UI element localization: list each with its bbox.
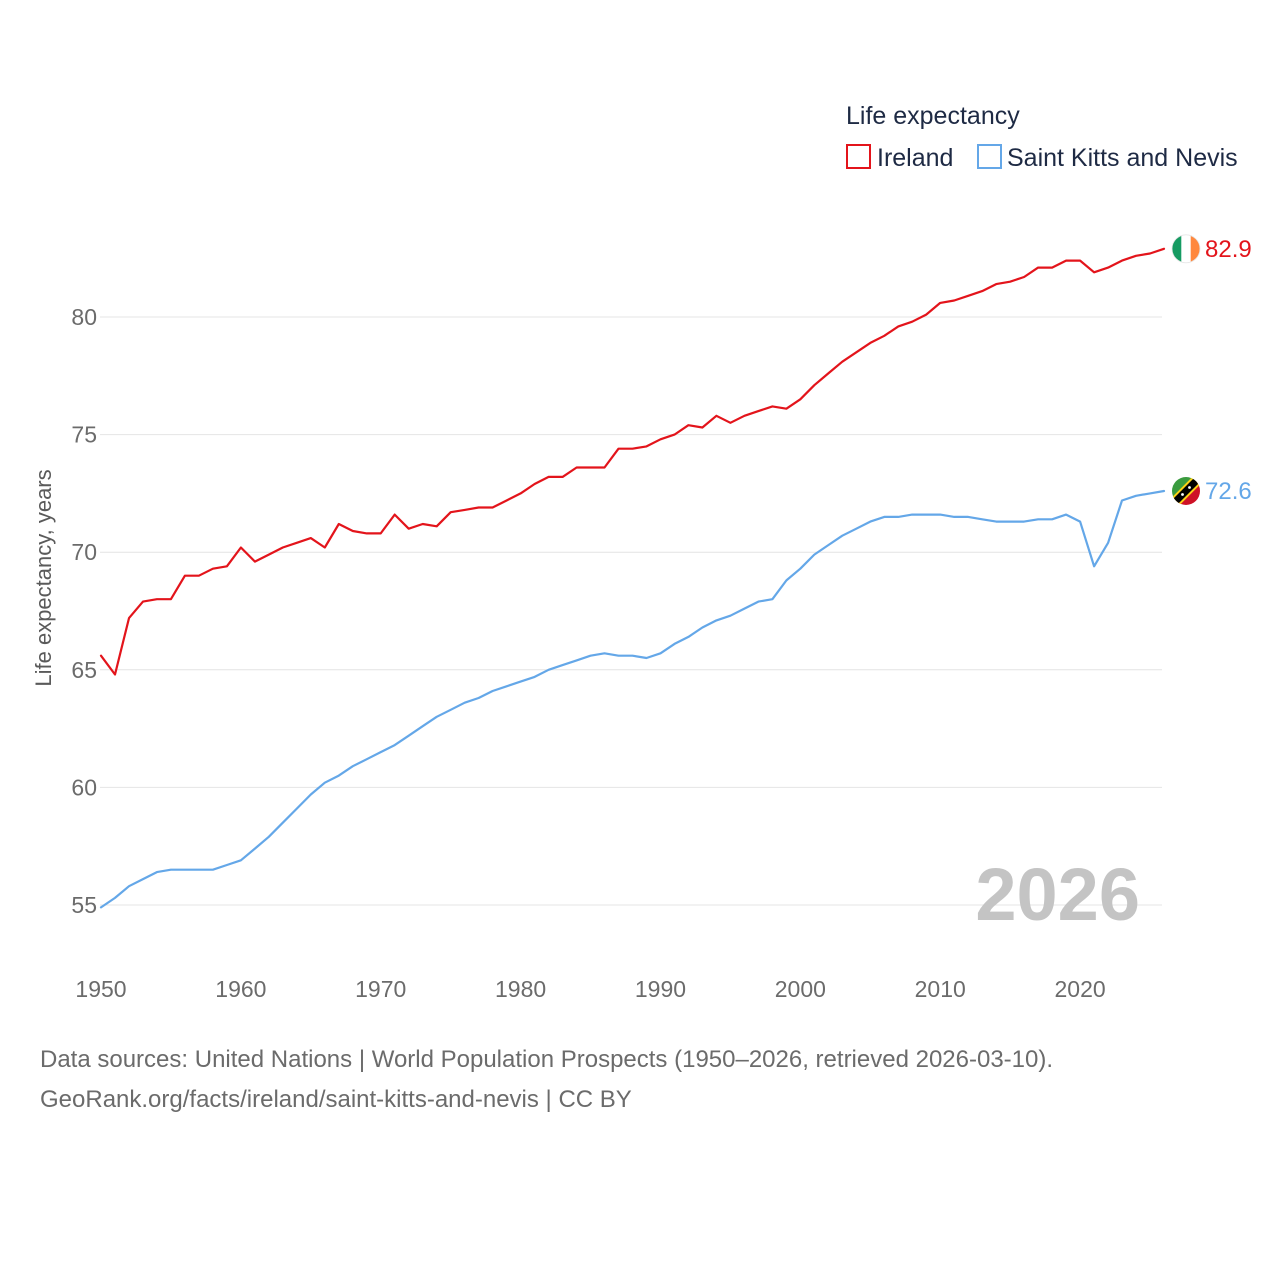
credit-link[interactable]: GeoRank.org/facts/ireland/saint-kitts-an…	[40, 1086, 632, 1113]
series-lines	[99, 247, 1166, 909]
legend-item-saint-kitts-and-nevis[interactable]: Saint Kitts and Nevis	[977, 144, 1238, 172]
data-sources: Data sources: United Nations | World Pop…	[40, 1046, 1054, 1073]
x-tick-label: 1960	[215, 976, 266, 1002]
y-tick-label: 60	[71, 774, 97, 800]
legend-label-ireland: Ireland	[877, 144, 953, 172]
end-label-saint-kitts-and-nevis: 72.6	[1205, 478, 1252, 505]
saint-kitts-and-nevis-flag-icon	[1172, 477, 1200, 505]
x-tick-label: 1990	[635, 976, 686, 1002]
legend-title: Life expectancy	[846, 102, 1020, 130]
life-expectancy-chart: Life expectancy Ireland Saint Kitts and …	[31, 102, 1252, 1002]
x-axis-ticks: 1950 1960 1970 1980 1990 2000 2010 2020	[75, 976, 1105, 1002]
legend-label-saint-kitts-and-nevis: Saint Kitts and Nevis	[1007, 144, 1238, 172]
x-tick-label: 2000	[775, 976, 826, 1002]
x-tick-label: 1980	[495, 976, 546, 1002]
x-tick-label: 1970	[355, 976, 406, 1002]
legend-swatch-saint-kitts-and-nevis	[977, 144, 1002, 169]
y-tick-label: 55	[71, 892, 97, 918]
gridlines	[100, 316, 1162, 906]
y-tick-label: 75	[71, 422, 97, 448]
y-tick-label: 80	[71, 304, 97, 330]
series-line-saint-kitts-and-nevis	[99, 489, 1166, 909]
end-label-ireland: 82.9	[1205, 236, 1252, 263]
y-tick-label: 70	[71, 539, 97, 565]
y-axis-label: Life expectancy, years	[31, 469, 56, 686]
x-tick-label: 1950	[75, 976, 126, 1002]
ireland-flag-icon	[1171, 234, 1201, 264]
x-tick-label: 2020	[1054, 976, 1105, 1002]
legend-item-ireland[interactable]: Ireland	[846, 144, 953, 172]
footer: Data sources: United Nations | World Pop…	[40, 1040, 1053, 1120]
year-watermark: 2026	[975, 853, 1140, 936]
legend-swatch-ireland	[846, 144, 871, 169]
y-tick-label: 65	[71, 657, 97, 683]
y-axis-ticks: 55 60 65 70 75 80	[71, 304, 97, 918]
series-line-ireland	[99, 247, 1166, 676]
x-tick-label: 2010	[915, 976, 966, 1002]
